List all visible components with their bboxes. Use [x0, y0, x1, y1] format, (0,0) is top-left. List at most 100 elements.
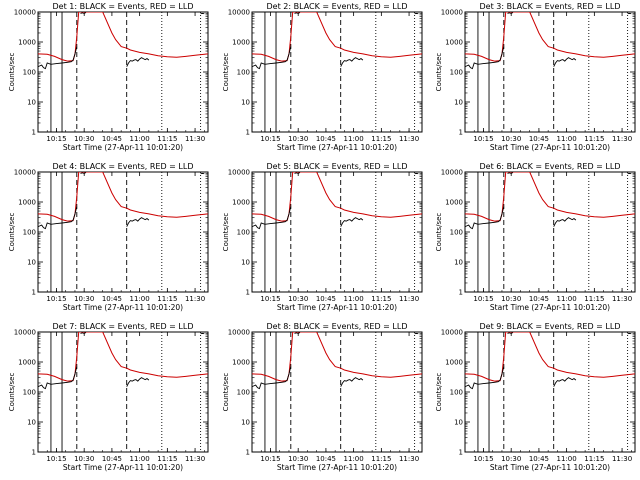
x-tick-label: 11:00	[557, 455, 577, 463]
y-tick-label: 10	[27, 259, 36, 267]
x-tick-label: 10:30	[74, 135, 94, 143]
y-axis-label: Counts/sec	[8, 373, 16, 412]
x-tick-label: 10:15	[46, 295, 66, 303]
series-events-line	[126, 57, 150, 67]
plot-frame	[251, 331, 423, 453]
y-tick-label: 100	[23, 389, 36, 397]
x-tick-label: 10:30	[288, 135, 308, 143]
x-tick-label: 11:30	[185, 455, 205, 463]
x-tick-label: 11:15	[584, 295, 604, 303]
y-tick-label: 1000	[18, 199, 36, 207]
y-tick-label: 100	[237, 229, 250, 237]
x-tick-label: 10:15	[46, 135, 66, 143]
x-tick-label: 10:45	[102, 455, 122, 463]
y-tick-label: 10	[454, 419, 463, 427]
x-tick-label: 11:15	[371, 135, 391, 143]
series-events-line	[507, 172, 514, 174]
series-events-line	[340, 377, 364, 387]
plot-frame	[464, 171, 636, 293]
series-events-line	[80, 332, 87, 334]
x-tick-label: 10:15	[46, 455, 66, 463]
x-tick-label: 11:30	[612, 455, 632, 463]
x-tick-label: 11:30	[185, 135, 205, 143]
x-tick-label: 10:15	[473, 295, 493, 303]
plot-frame	[464, 11, 636, 133]
x-tick-label: 10:45	[316, 455, 336, 463]
y-tick-label: 100	[23, 229, 36, 237]
x-tick-label: 11:30	[399, 295, 419, 303]
panel-title: Det 9: BLACK = Events, RED = LLD	[480, 322, 621, 331]
series-events-line	[294, 172, 301, 174]
y-axis-label: Counts/sec	[435, 213, 443, 252]
series-lld-line	[465, 172, 635, 222]
series-lld-line	[38, 172, 208, 222]
series-events-line	[38, 206, 78, 230]
x-tick-label: 10:45	[102, 295, 122, 303]
y-tick-label: 1000	[445, 39, 463, 47]
series-events-line	[553, 57, 577, 67]
y-tick-label: 1	[246, 289, 250, 297]
series-events-line	[126, 217, 150, 227]
y-tick-label: 10	[27, 419, 36, 427]
plot-frame	[37, 331, 209, 453]
x-axis-label: Start Time (27-Apr-11 10:01:20)	[277, 303, 397, 312]
series-lld-line	[38, 332, 208, 382]
x-tick-label: 11:15	[371, 295, 391, 303]
x-tick-label: 10:30	[74, 455, 94, 463]
y-tick-label: 1	[246, 449, 250, 457]
series-events-line	[465, 206, 505, 230]
detector-panel-7: Det 7: BLACK = Events, RED = LLD 1 10 100 10…	[8, 322, 209, 472]
x-tick-label: 10:15	[473, 135, 493, 143]
y-tick-label: 1	[32, 289, 36, 297]
plot-frame	[251, 171, 423, 293]
series-events-line	[38, 46, 78, 70]
x-tick-label: 11:00	[344, 295, 364, 303]
panel-title: Det 5: BLACK = Events, RED = LLD	[267, 162, 408, 171]
x-axis-label: Start Time (27-Apr-11 10:01:20)	[277, 463, 397, 472]
y-axis-label: Counts/sec	[222, 373, 230, 412]
y-axis-label: Counts/sec	[222, 213, 230, 252]
y-tick-label: 10000	[14, 9, 36, 17]
x-tick-label: 10:15	[260, 135, 280, 143]
x-axis-label: Start Time (27-Apr-11 10:01:20)	[277, 143, 397, 152]
detector-panel-4: Det 4: BLACK = Events, RED = LLD 1 10 100 10…	[8, 162, 209, 312]
x-tick-label: 11:00	[344, 455, 364, 463]
series-events-line	[507, 332, 514, 334]
series-events-line	[80, 12, 87, 14]
series-lld-line	[38, 12, 208, 62]
x-axis-label: Start Time (27-Apr-11 10:01:20)	[63, 303, 183, 312]
y-tick-label: 10000	[14, 169, 36, 177]
x-tick-label: 11:30	[185, 295, 205, 303]
y-tick-label: 1	[459, 289, 463, 297]
x-tick-label: 11:00	[130, 295, 150, 303]
x-tick-label: 11:00	[130, 455, 150, 463]
y-tick-label: 1000	[18, 39, 36, 47]
series-events-line	[465, 46, 505, 70]
x-tick-label: 10:45	[102, 135, 122, 143]
y-tick-label: 100	[450, 229, 463, 237]
x-tick-label: 11:00	[130, 135, 150, 143]
x-tick-label: 11:30	[612, 295, 632, 303]
x-tick-label: 11:15	[157, 135, 177, 143]
x-tick-label: 11:15	[584, 135, 604, 143]
series-events-line	[553, 377, 577, 387]
panel-title: Det 6: BLACK = Events, RED = LLD	[480, 162, 621, 171]
y-tick-label: 100	[237, 69, 250, 77]
plot-frame	[464, 331, 636, 453]
x-axis-label: Start Time (27-Apr-11 10:01:20)	[490, 463, 610, 472]
x-tick-label: 11:15	[157, 295, 177, 303]
y-tick-label: 100	[237, 389, 250, 397]
series-lld-line	[252, 332, 422, 382]
y-tick-label: 10	[241, 259, 250, 267]
y-tick-label: 10	[241, 419, 250, 427]
series-events-line	[252, 366, 292, 390]
y-tick-label: 1	[246, 129, 250, 137]
x-tick-label: 10:30	[288, 455, 308, 463]
plot-frame	[37, 11, 209, 133]
x-tick-label: 11:30	[399, 455, 419, 463]
plot-frame	[37, 171, 209, 293]
y-tick-label: 10	[241, 99, 250, 107]
y-tick-label: 1000	[445, 199, 463, 207]
series-events-line	[38, 366, 78, 390]
y-tick-label: 1	[459, 449, 463, 457]
